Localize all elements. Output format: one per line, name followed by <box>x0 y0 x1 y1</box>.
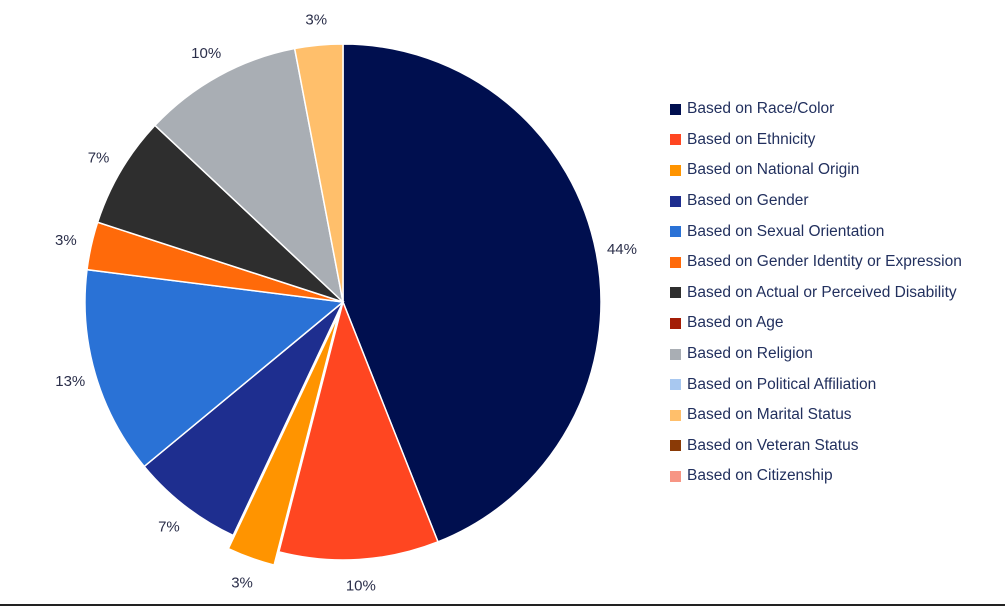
legend-item: Based on Citizenship <box>670 461 962 492</box>
bottom-divider <box>0 604 1005 606</box>
pie-slice-3 <box>143 301 344 537</box>
pie-slice-6 <box>96 124 344 303</box>
data-label-8: 10% <box>191 45 221 62</box>
legend-label: Based on Ethnicity <box>687 130 816 148</box>
legend-swatch <box>670 287 681 299</box>
legend-item: Based on Veteran Status <box>670 431 962 462</box>
legend-item: Based on Sexual Orientation <box>670 216 962 247</box>
legend-label: Based on Religion <box>687 345 813 363</box>
legend-label: Based on Marital Status <box>687 406 852 424</box>
legend-item: Based on Political Affiliation <box>670 369 962 400</box>
legend-label: Based on Age <box>687 314 784 332</box>
pie-slice-8 <box>153 47 345 305</box>
pie-slice-4 <box>84 268 345 468</box>
legend-item: Based on Marital Status <box>670 400 962 431</box>
legend-item: Based on Gender Identity or Expression <box>670 247 962 278</box>
legend-label: Based on Citizenship <box>687 467 833 485</box>
legend-swatch <box>670 440 681 452</box>
data-label-5: 3% <box>55 232 77 249</box>
legend-item: Based on Religion <box>670 339 962 370</box>
legend-label: Based on Political Affiliation <box>687 375 877 393</box>
legend-label: Based on Gender <box>687 192 809 210</box>
legend-swatch <box>670 470 681 482</box>
data-label-0: 44% <box>607 241 637 258</box>
data-label-3: 7% <box>158 518 180 535</box>
legend-item: Based on Race/Color <box>670 94 962 125</box>
legend-swatch <box>670 164 681 176</box>
legend-swatch <box>670 379 681 391</box>
legend-label: Based on Race/Color <box>687 100 835 118</box>
legend-label: Based on National Origin <box>687 161 860 179</box>
legend-swatch <box>670 256 681 268</box>
legend-swatch <box>670 103 681 115</box>
legend-item: Based on National Origin <box>670 155 962 186</box>
legend-label: Based on Gender Identity or Expression <box>687 253 962 271</box>
legend-swatch <box>670 134 681 146</box>
legend-swatch <box>670 226 681 238</box>
legend-label: Based on Veteran Status <box>687 436 859 454</box>
pie-slice-0 <box>342 43 602 543</box>
data-label-4: 13% <box>55 373 85 390</box>
legend: Based on Race/Color Based on Ethnicity Bas… <box>670 94 962 492</box>
data-label-2: 3% <box>231 574 253 591</box>
legend-item: Based on Age <box>670 308 962 339</box>
legend-item: Based on Ethnicity <box>670 125 962 156</box>
legend-swatch <box>670 348 681 360</box>
legend-label: Based on Sexual Orientation <box>687 222 885 240</box>
legend-item: Based on Actual or Perceived Disability <box>670 278 962 309</box>
data-label-10: 3% <box>305 11 327 28</box>
pie-slice-10 <box>293 43 344 303</box>
data-label-1: 10% <box>346 577 376 594</box>
pie-slice-2 <box>227 314 339 566</box>
legend-swatch <box>670 195 681 207</box>
pie-chart: 44% 10% 3% 7% 13% 3% 7% 10% 3% <box>55 11 637 594</box>
legend-swatch <box>670 409 681 421</box>
legend-swatch <box>670 317 681 329</box>
data-label-6: 7% <box>88 149 110 166</box>
legend-label: Based on Actual or Perceived Disability <box>687 283 957 301</box>
pie-slice-1 <box>277 299 439 561</box>
legend-item: Based on Gender <box>670 186 962 217</box>
